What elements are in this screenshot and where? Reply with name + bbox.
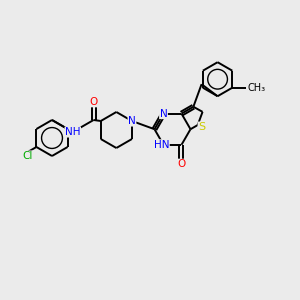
Text: NH: NH <box>65 127 80 137</box>
Text: N: N <box>128 116 136 126</box>
Text: CH₃: CH₃ <box>247 83 266 93</box>
Text: O: O <box>177 159 186 169</box>
Text: O: O <box>89 97 98 107</box>
Text: HN: HN <box>154 140 169 150</box>
Text: N: N <box>160 109 167 118</box>
Text: S: S <box>198 122 205 132</box>
Text: Cl: Cl <box>22 151 33 161</box>
